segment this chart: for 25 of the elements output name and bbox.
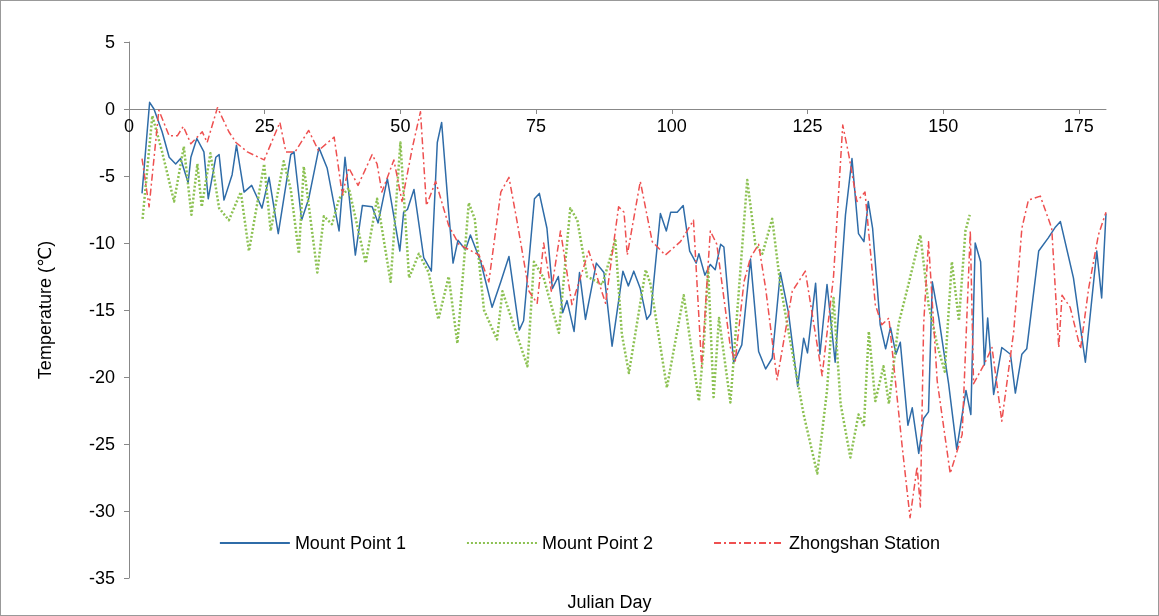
x-tick-label: 25 — [254, 116, 275, 136]
y-tick-label: -15 — [88, 300, 115, 320]
line-series — [141, 101, 1107, 455]
y-tick-label: -30 — [88, 501, 115, 521]
y-tick-label: 5 — [104, 32, 115, 52]
x-tick-label: 150 — [928, 116, 959, 136]
x-tick-label: 0 — [123, 116, 135, 136]
y-tick-label: -5 — [98, 166, 115, 186]
legend-label: Mount Point 2 — [541, 533, 654, 553]
line-series — [141, 106, 1107, 519]
x-axis-title: Julian Day — [567, 592, 652, 612]
y-tick-label: -10 — [88, 233, 115, 253]
x-tick-label: 125 — [792, 116, 823, 136]
x-tick-label: 175 — [1063, 116, 1094, 136]
line-series — [141, 114, 972, 475]
legend-label: Zhongshan Station — [789, 533, 941, 553]
y-tick-label: -35 — [88, 568, 115, 588]
y-tick-label: 0 — [104, 99, 115, 119]
x-tick-label: 75 — [526, 116, 547, 136]
x-tick-label: 100 — [656, 116, 687, 136]
y-tick-label: -20 — [88, 367, 115, 387]
y-axis-title: Temperature (℃) — [35, 240, 55, 380]
x-tick-label: 50 — [390, 116, 411, 136]
y-tick-label: -25 — [88, 434, 115, 454]
legend-label: Mount Point 1 — [294, 533, 406, 553]
